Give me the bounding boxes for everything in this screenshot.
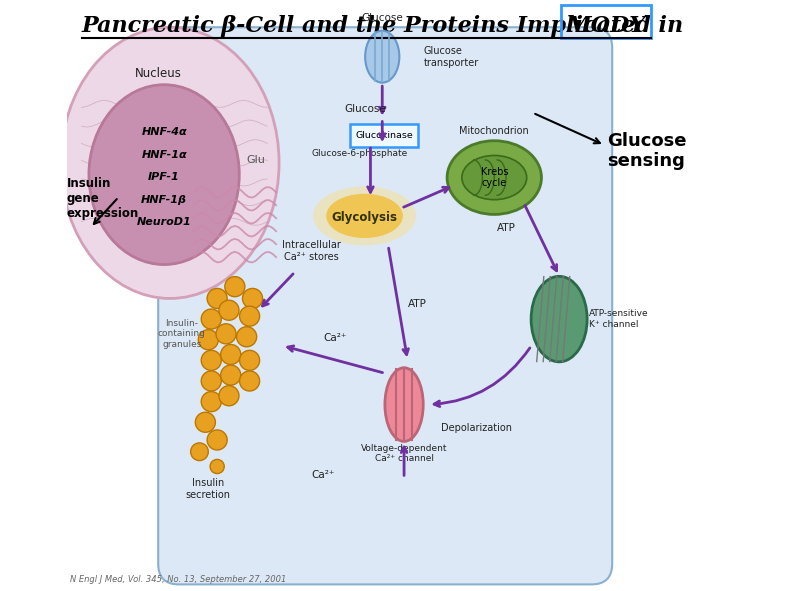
Text: Ca²⁺: Ca²⁺ — [324, 333, 347, 343]
Text: Intracellular
Ca²⁺ stores: Intracellular Ca²⁺ stores — [282, 241, 341, 262]
Circle shape — [201, 371, 221, 391]
Text: Glucose-6-phosphate: Glucose-6-phosphate — [312, 150, 408, 158]
Text: Glucose
sensing: Glucose sensing — [607, 132, 687, 170]
Text: Glucose: Glucose — [344, 104, 386, 114]
Text: Glucose: Glucose — [361, 12, 403, 22]
Text: Insulin
secretion: Insulin secretion — [186, 478, 231, 500]
Circle shape — [207, 430, 227, 450]
Text: Ca²⁺: Ca²⁺ — [312, 470, 335, 480]
Ellipse shape — [326, 194, 402, 238]
Text: Glucose
transporter: Glucose transporter — [423, 46, 479, 67]
Circle shape — [201, 309, 221, 329]
Circle shape — [242, 288, 262, 309]
Circle shape — [198, 330, 218, 350]
Circle shape — [219, 386, 239, 406]
Circle shape — [191, 443, 208, 460]
Circle shape — [219, 300, 239, 320]
Ellipse shape — [61, 27, 279, 298]
Text: Depolarization: Depolarization — [441, 423, 512, 433]
Circle shape — [237, 327, 257, 347]
Ellipse shape — [313, 186, 416, 245]
Text: Pancreatic β-Cell and the Proteins Implicated in: Pancreatic β-Cell and the Proteins Impli… — [81, 15, 691, 37]
Circle shape — [240, 306, 259, 326]
Circle shape — [225, 277, 245, 297]
Circle shape — [221, 365, 241, 385]
Text: Glycolysis: Glycolysis — [332, 210, 398, 223]
Ellipse shape — [447, 141, 542, 215]
Text: ATP: ATP — [408, 300, 427, 309]
Circle shape — [201, 392, 221, 412]
Ellipse shape — [365, 31, 399, 83]
Circle shape — [210, 459, 225, 473]
Text: Mitochondrion: Mitochondrion — [460, 126, 529, 137]
Text: Krebs
cycle: Krebs cycle — [481, 167, 508, 189]
Text: Insulin
gene
expression: Insulin gene expression — [67, 177, 139, 220]
Circle shape — [196, 413, 216, 432]
Text: ATP-sensitive
K⁺ channel: ATP-sensitive K⁺ channel — [589, 309, 649, 329]
Circle shape — [240, 371, 259, 391]
Circle shape — [216, 324, 236, 344]
Ellipse shape — [531, 277, 587, 362]
Text: HNF-4α: HNF-4α — [142, 128, 187, 138]
Circle shape — [240, 350, 259, 371]
Ellipse shape — [89, 85, 239, 265]
Text: Nucleus: Nucleus — [134, 67, 182, 80]
FancyBboxPatch shape — [350, 124, 418, 147]
Circle shape — [221, 345, 241, 365]
Ellipse shape — [385, 368, 423, 441]
FancyBboxPatch shape — [159, 27, 612, 584]
Text: Glu: Glu — [246, 155, 266, 165]
Circle shape — [201, 350, 221, 371]
Text: Glucokinase: Glucokinase — [355, 131, 413, 139]
Text: ATP: ATP — [497, 223, 515, 233]
Text: NeuroD1: NeuroD1 — [137, 217, 192, 227]
Text: Voltage-dependent
Ca²⁺ channel: Voltage-dependent Ca²⁺ channel — [361, 444, 448, 463]
Ellipse shape — [462, 155, 526, 200]
Text: HNF-1β: HNF-1β — [141, 194, 187, 204]
Text: MODY: MODY — [566, 15, 646, 37]
Circle shape — [207, 288, 227, 309]
Text: Insulin-
containing
granules: Insulin- containing granules — [158, 319, 206, 349]
Text: N Engl J Med, Vol. 345, No. 13, September 27, 2001: N Engl J Med, Vol. 345, No. 13, Septembe… — [70, 576, 286, 584]
Text: HNF-1α: HNF-1α — [142, 150, 187, 160]
Text: IPF-1: IPF-1 — [148, 172, 180, 182]
